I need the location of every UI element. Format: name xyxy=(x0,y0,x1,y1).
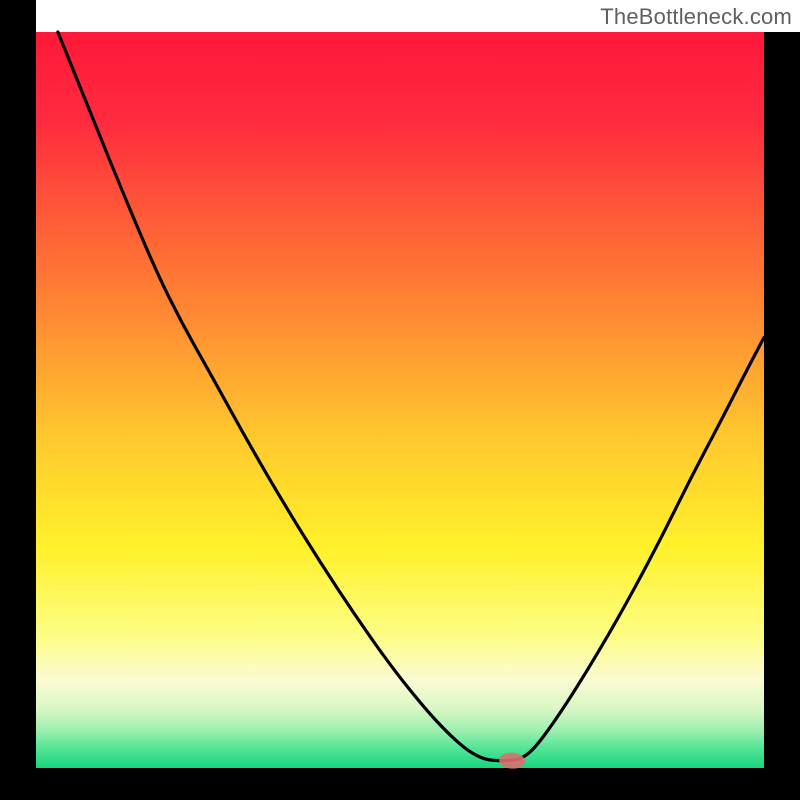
frame-topleft xyxy=(0,0,36,32)
chart-canvas: TheBottleneck.com xyxy=(0,0,800,800)
watermark-text: TheBottleneck.com xyxy=(600,4,792,30)
bottleneck-chart xyxy=(0,0,800,800)
gradient-background xyxy=(36,32,764,768)
